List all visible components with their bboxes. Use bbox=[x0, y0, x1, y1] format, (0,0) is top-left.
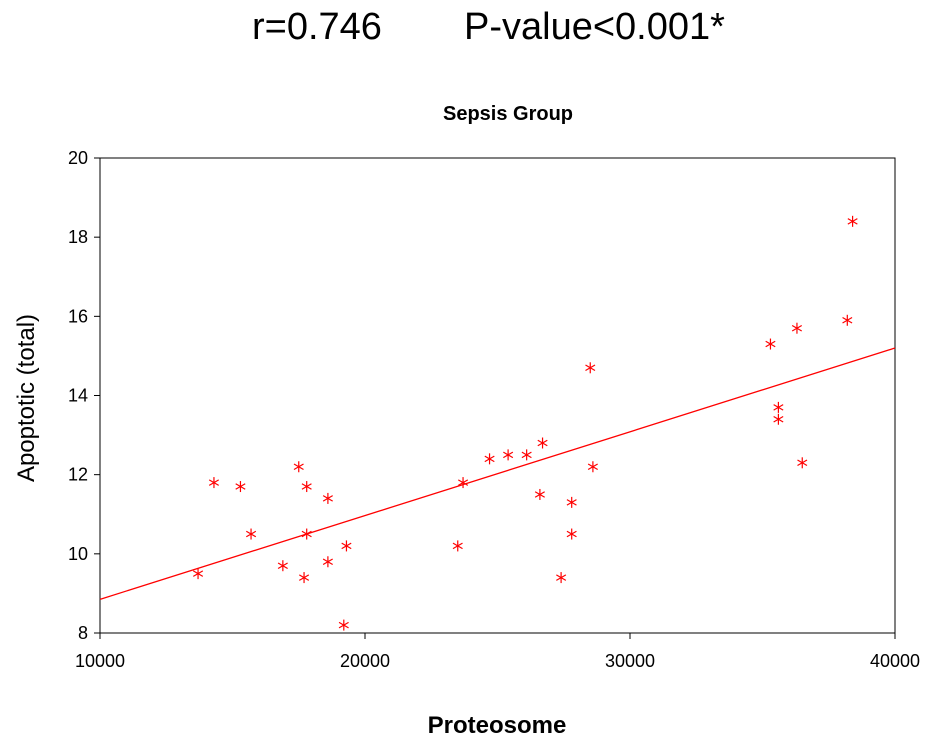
data-point bbox=[322, 556, 333, 568]
y-tick-label: 18 bbox=[68, 227, 88, 247]
data-point bbox=[322, 492, 333, 504]
y-axis: 8 10 12 14 16 18 20 bbox=[68, 148, 100, 643]
data-point bbox=[791, 322, 803, 334]
data-point bbox=[537, 437, 548, 449]
data-point bbox=[566, 528, 577, 540]
data-point bbox=[842, 314, 853, 326]
data-point bbox=[338, 619, 349, 631]
correlation-coefficient: r=0.746 bbox=[252, 6, 382, 48]
y-axis-label: Apoptotic (total) bbox=[13, 314, 40, 482]
y-tick-label: 12 bbox=[68, 465, 88, 485]
data-point bbox=[566, 496, 577, 508]
data-point bbox=[521, 449, 532, 461]
x-axis: 10000 20000 30000 40000 bbox=[75, 633, 920, 671]
data-point bbox=[534, 488, 545, 500]
statistics-header: r=0.746 P-value<0.001* bbox=[0, 6, 927, 56]
y-tick-label: 20 bbox=[68, 148, 88, 168]
regression-line bbox=[99, 347, 896, 600]
data-point bbox=[587, 461, 598, 473]
data-point bbox=[847, 215, 858, 227]
data-point bbox=[208, 477, 220, 489]
data-point bbox=[301, 481, 312, 493]
data-point bbox=[293, 461, 304, 473]
data-point bbox=[192, 568, 204, 580]
data-point bbox=[484, 453, 495, 465]
data-point bbox=[457, 477, 469, 489]
p-value: P-value<0.001* bbox=[464, 6, 725, 48]
data-point bbox=[503, 449, 514, 461]
x-tick-label: 30000 bbox=[605, 651, 655, 671]
data-point bbox=[277, 560, 288, 572]
y-tick-label: 8 bbox=[78, 623, 88, 643]
data-point bbox=[245, 528, 257, 540]
data-point bbox=[298, 572, 310, 584]
x-tick-label: 10000 bbox=[75, 651, 125, 671]
x-tick-label: 20000 bbox=[340, 651, 390, 671]
data-point bbox=[556, 572, 567, 584]
data-point bbox=[301, 528, 312, 540]
data-point bbox=[765, 338, 776, 350]
data-point bbox=[341, 540, 352, 552]
data-point bbox=[773, 413, 784, 425]
data-point bbox=[452, 540, 463, 552]
y-tick-label: 14 bbox=[68, 386, 88, 406]
data-point bbox=[773, 401, 784, 413]
x-axis-label: Proteosome bbox=[428, 712, 567, 739]
x-tick-label: 40000 bbox=[870, 651, 920, 671]
data-point bbox=[797, 457, 808, 469]
y-tick-label: 16 bbox=[68, 306, 88, 326]
data-point bbox=[585, 362, 596, 374]
data-point bbox=[235, 481, 246, 493]
y-tick-label: 10 bbox=[68, 544, 88, 564]
data-points bbox=[192, 215, 858, 631]
chart-title: Sepsis Group bbox=[443, 103, 573, 125]
